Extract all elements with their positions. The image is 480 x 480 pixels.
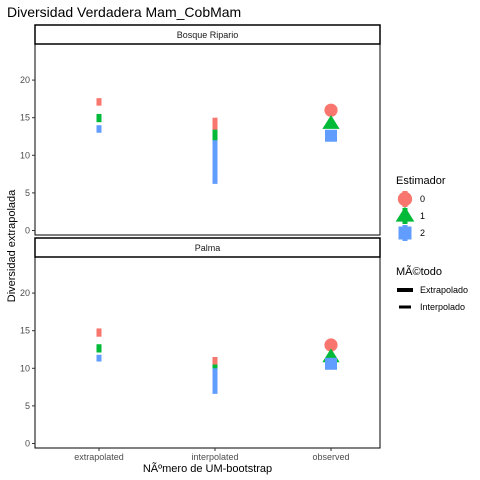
panel-strip-label: Bosque Ripario bbox=[177, 30, 239, 40]
x-axis: extrapolated interpolated observed bbox=[74, 448, 350, 462]
legend-key-triangle bbox=[395, 206, 415, 222]
legend-label: 0 bbox=[420, 194, 425, 204]
panel-palma: Palma 0 5 10 15 20 bbox=[20, 237, 381, 449]
point-estimador-0 bbox=[324, 338, 338, 352]
y-tick-label: 20 bbox=[20, 288, 30, 298]
x-tick-label: extrapolated bbox=[74, 452, 124, 462]
y-axis-label: Diversidad extrapolada bbox=[6, 189, 18, 302]
point-estimador-0 bbox=[324, 103, 338, 117]
y-tick-label: 5 bbox=[25, 401, 30, 411]
x-axis-label: NÃºmero de UM-bootstrap bbox=[143, 462, 272, 475]
legend-label: Interpolado bbox=[420, 302, 465, 312]
y-tick-label: 15 bbox=[20, 326, 30, 336]
legend-keys: Extrapolado Interpolado bbox=[397, 285, 468, 312]
y-tick-label: 10 bbox=[20, 363, 30, 373]
panel-marks bbox=[96, 328, 340, 394]
legend-label: 2 bbox=[420, 228, 425, 238]
panel-marks bbox=[96, 98, 340, 184]
legend-key-circle bbox=[397, 191, 413, 207]
point-estimador-2 bbox=[325, 357, 337, 370]
panel-frame bbox=[34, 43, 381, 236]
y-tick-label: 10 bbox=[20, 150, 30, 160]
chart-title: Diversidad Verdadera Mam_CobMam bbox=[7, 4, 241, 20]
legend-estimador: Estimador 0 1 2 bbox=[395, 175, 446, 241]
y-axis: 0 5 10 15 20 bbox=[20, 288, 35, 448]
y-tick-label: 15 bbox=[20, 113, 30, 123]
x-tick-label: interpolated bbox=[191, 452, 238, 462]
point-estimador-2 bbox=[325, 129, 337, 142]
legend-metodo: MÃ©todo Extrapolado Interpolado bbox=[396, 265, 468, 312]
panel-frame bbox=[34, 256, 381, 449]
y-tick-label: 20 bbox=[20, 75, 30, 85]
legend-title: Estimador bbox=[396, 175, 446, 187]
panel-bosque-ripario: Bosque Ripario 0 5 10 15 20 bbox=[20, 24, 381, 236]
x-tick-label: observed bbox=[312, 452, 349, 462]
point-estimador-1 bbox=[322, 115, 340, 129]
legend-label: Extrapolado bbox=[420, 285, 468, 295]
panel-strip-label: Palma bbox=[195, 243, 221, 253]
y-tick-label: 5 bbox=[25, 188, 30, 198]
legend-label: 1 bbox=[420, 211, 425, 221]
legend-key-square bbox=[398, 226, 412, 240]
y-tick-label: 0 bbox=[25, 438, 30, 448]
y-tick-label: 0 bbox=[25, 225, 30, 235]
legend-title: MÃ©todo bbox=[396, 265, 442, 278]
y-axis: 0 5 10 15 20 bbox=[20, 75, 35, 235]
legend-keys: 0 1 2 bbox=[395, 191, 425, 241]
